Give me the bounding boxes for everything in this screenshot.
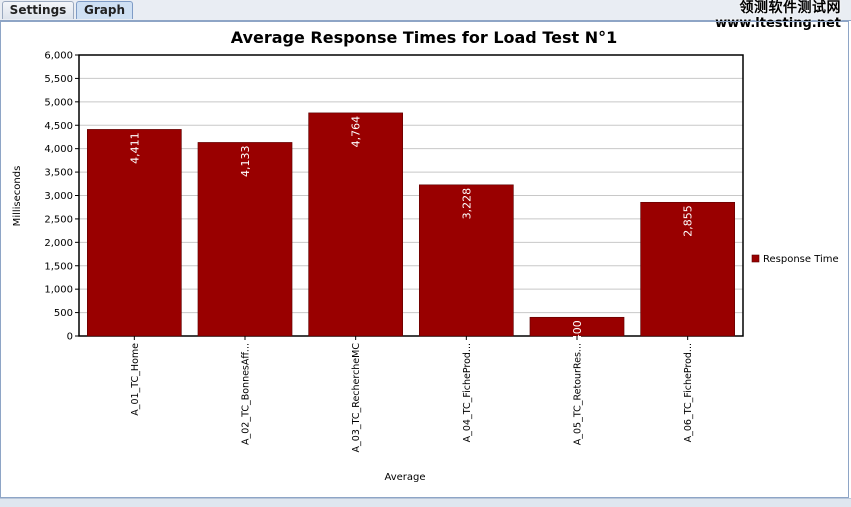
y-tick-label: 3,000: [44, 191, 73, 202]
y-tick-label: 3,500: [44, 168, 73, 179]
legend-label: Response Time: [763, 254, 839, 265]
bar: [197, 142, 293, 337]
watermark-url: www.ltesting.net: [715, 16, 841, 31]
y-tick-label: 5,500: [44, 74, 73, 85]
data-label: 3,228: [460, 188, 473, 220]
tab-graph[interactable]: Graph: [76, 1, 133, 19]
y-tick-label: 2,000: [44, 238, 73, 249]
data-label: 4,764: [350, 116, 363, 148]
graph-panel: [0, 21, 849, 498]
y-tick-label: 1,000: [44, 285, 73, 296]
bars: 4,411 4,133 4,764 3,228 400 2,855: [87, 112, 736, 341]
legend: Response Time: [751, 254, 839, 265]
y-tick-label: 0: [67, 332, 73, 343]
x-tick-label: A_02_TC_BonnesAff...: [241, 343, 252, 445]
bar: [640, 201, 736, 337]
tab-bar: Settings Graph 领测软件测试网 www.ltesting.net: [0, 0, 851, 31]
x-tick-label: A_01_TC_Home: [130, 343, 141, 416]
y-tick-label: 2,500: [44, 214, 73, 225]
y-tick-label: 5,000: [44, 97, 73, 108]
x-tick-label: A_03_TC_RechercheMC: [351, 343, 362, 453]
watermark: 领测软件测试网 www.ltesting.net: [715, 0, 841, 32]
bar: [308, 112, 403, 337]
data-label: 4,411: [128, 132, 141, 164]
data-label: 400: [571, 320, 584, 341]
y-axis: 0 500 1,000 1,500 2,000 2,500 3,000 3,500 4,000 4…: [44, 51, 79, 343]
y-tick-label: 4,500: [44, 121, 73, 132]
x-tick-label: A_06_TC_FicheProd...: [683, 343, 694, 442]
x-tick-label: A_04_TC_FicheProd...: [462, 343, 473, 442]
x-axis-label: Average: [384, 472, 425, 483]
status-bar: [0, 498, 851, 507]
y-tick-label: 500: [54, 308, 73, 319]
watermark-title: 领测软件测试网: [739, 0, 841, 16]
grid-lines: [79, 77, 743, 314]
bar: [418, 184, 514, 337]
tab-settings[interactable]: Settings: [2, 1, 74, 19]
y-tick-label: 1,500: [44, 261, 73, 272]
y-tick-label: 4,000: [44, 144, 73, 155]
data-label: 2,855: [682, 205, 695, 237]
y-tick-label: 6,000: [44, 51, 73, 62]
legend-swatch: [751, 254, 760, 263]
x-axis: A_01_TC_Home A_02_TC_BonnesAff... A_03_TC_…: [130, 336, 694, 452]
y-axis-label: Milliseconds: [12, 166, 23, 227]
data-label: 4,133: [239, 145, 252, 177]
chart-title: Average Response Times for Load Test N°1: [231, 28, 617, 47]
x-tick-label: A_05_TC_RetourRes...: [573, 343, 584, 445]
